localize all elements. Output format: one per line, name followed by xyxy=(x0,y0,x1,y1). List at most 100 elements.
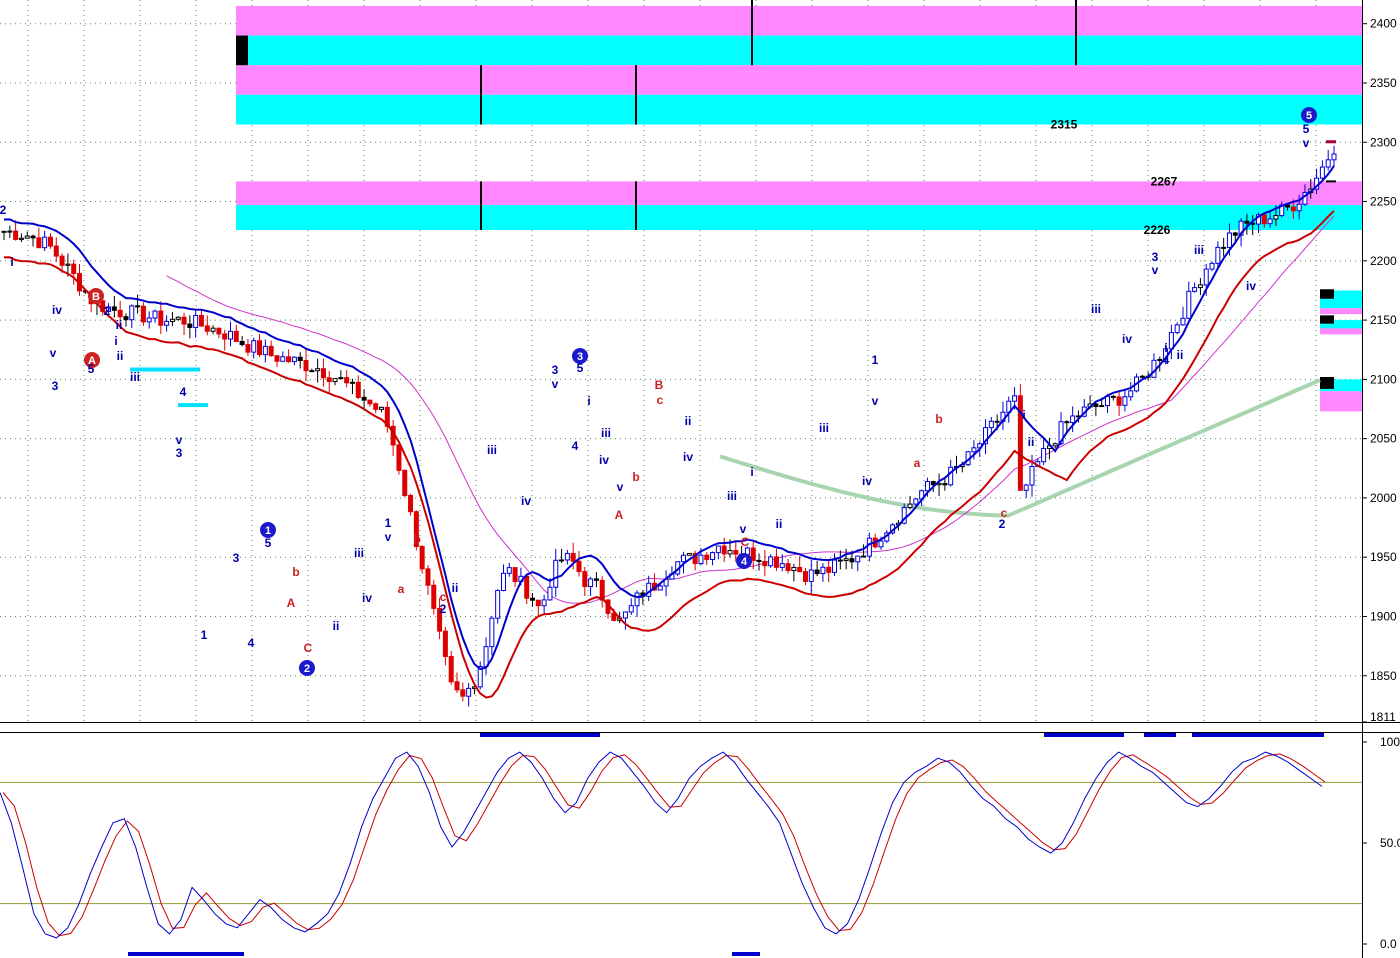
candle-body xyxy=(628,605,634,613)
candle-body xyxy=(1192,287,1198,292)
candle-body xyxy=(971,447,977,453)
candle-body xyxy=(1215,246,1221,264)
candle-body xyxy=(698,554,704,565)
wave-label: iv xyxy=(521,494,531,508)
wave-label: 5 xyxy=(1303,122,1310,136)
right-zone xyxy=(1320,391,1362,412)
wave-circle-bg xyxy=(572,348,588,364)
wave-label: c xyxy=(657,393,664,407)
candle-body xyxy=(559,559,565,562)
candle-body xyxy=(802,571,808,582)
zone-marker xyxy=(635,181,637,230)
candle-body xyxy=(907,503,913,509)
candle-body xyxy=(349,381,355,384)
candle-body xyxy=(593,578,599,581)
zone-marker xyxy=(480,181,482,230)
candle-body xyxy=(808,569,814,582)
candle-body xyxy=(106,306,112,312)
wave-label: iv xyxy=(1122,332,1132,346)
wave-circle: A xyxy=(84,352,100,368)
candle-body xyxy=(1209,262,1215,270)
wave-label: 3 xyxy=(52,379,59,393)
signal-bar xyxy=(1192,733,1324,737)
candle-body xyxy=(1221,246,1227,249)
candle-body xyxy=(924,481,930,492)
candle-body xyxy=(1226,232,1232,248)
wave-label: 1 xyxy=(385,516,392,530)
candle-body xyxy=(338,377,344,380)
candle-body xyxy=(1168,332,1174,350)
wave-label: 3 xyxy=(1152,250,1159,264)
mini-zone xyxy=(178,403,208,408)
price-zone xyxy=(236,181,1362,206)
signal-bar xyxy=(732,952,760,956)
wave-label: v xyxy=(1303,136,1310,150)
candle-body xyxy=(994,420,1000,423)
ma-slow-line xyxy=(166,215,1335,604)
wave-label: v xyxy=(617,480,624,494)
wave-label: a xyxy=(914,456,921,470)
zone-marker xyxy=(635,65,637,125)
candle-body xyxy=(1023,484,1029,491)
signal-bar xyxy=(128,952,244,956)
candle-body xyxy=(419,545,425,570)
candle-body xyxy=(216,327,222,335)
candle-body xyxy=(588,578,594,588)
candle-body xyxy=(262,345,268,356)
candle-body xyxy=(71,263,77,275)
mini-zone xyxy=(130,367,200,372)
wave-label: iv xyxy=(862,474,872,488)
wave-label: iii xyxy=(1091,302,1101,316)
wave-label: 5 xyxy=(88,362,95,376)
candle-body xyxy=(1064,421,1070,424)
wave-label: c xyxy=(440,590,447,604)
candle-body xyxy=(1174,324,1180,334)
candle-body xyxy=(1273,215,1279,220)
price-zone xyxy=(236,5,1362,36)
candle-body xyxy=(268,345,274,357)
candle-body xyxy=(849,558,855,563)
candle-body xyxy=(36,237,42,249)
wave-label: 4 xyxy=(1163,353,1170,367)
wave-label: v xyxy=(1152,263,1159,277)
candle-body xyxy=(373,403,379,410)
right-zone xyxy=(1320,328,1362,335)
right-zone-marker xyxy=(1320,315,1334,324)
candle-body xyxy=(1070,415,1076,424)
y-tick-label: 1900 xyxy=(1370,609,1397,623)
candle-body xyxy=(1116,396,1122,406)
candle-body xyxy=(948,466,954,486)
wave-circle: B xyxy=(88,288,104,304)
price-zone xyxy=(236,35,1362,66)
ma-long-line xyxy=(719,378,1321,518)
candle-body xyxy=(187,323,193,328)
upper-band-line xyxy=(3,165,1335,671)
candle-body xyxy=(489,617,495,648)
candle-body xyxy=(1267,218,1273,225)
wave-label: b xyxy=(292,565,299,579)
candle-body xyxy=(257,340,263,356)
candle-body xyxy=(1203,268,1209,286)
candle-body xyxy=(1285,204,1291,208)
candle-body xyxy=(1104,395,1110,407)
wave-label: ii xyxy=(685,414,692,428)
candle-body xyxy=(1180,317,1186,326)
candle-body xyxy=(1052,443,1058,447)
candle-body xyxy=(1331,153,1337,161)
price-zone xyxy=(236,94,1362,125)
candle-body xyxy=(1261,214,1267,225)
candle-body xyxy=(681,554,687,563)
candle-body xyxy=(251,340,257,353)
wave-label: 2 xyxy=(440,602,447,616)
candle-body xyxy=(512,567,518,583)
zone-marker xyxy=(480,65,482,125)
y-tick-label: 2000 xyxy=(1370,491,1397,505)
candle-body xyxy=(47,236,53,247)
wave-circle-bg xyxy=(1301,107,1317,123)
candle-body xyxy=(13,230,19,240)
candle-body xyxy=(1017,395,1023,491)
candle-body xyxy=(983,427,989,445)
right-zone xyxy=(1320,308,1362,315)
candle-body xyxy=(524,575,530,599)
wave-label: iii xyxy=(1194,243,1204,257)
